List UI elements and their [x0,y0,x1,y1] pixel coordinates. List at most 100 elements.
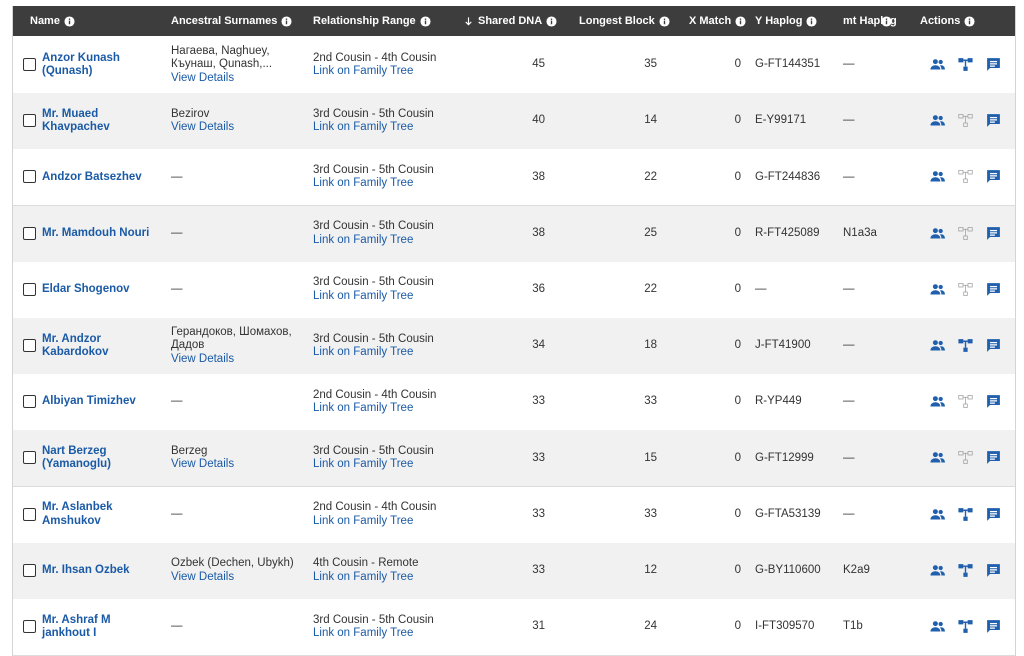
column-header[interactable]: Shared DNA [463,6,557,36]
match-row: Mr. Aslanbek Amshukov — 2nd Cousin - 4th C… [13,486,1015,544]
info-icon[interactable] [735,15,746,27]
row-checkbox[interactable] [23,58,36,71]
profile-action[interactable] [929,449,946,466]
info-icon[interactable] [281,15,292,27]
message-action[interactable] [985,281,1002,298]
row-checkbox[interactable] [23,563,36,577]
tree-action [958,451,973,465]
message-action[interactable] [985,168,1002,185]
message-action[interactable] [985,449,1002,466]
family-tree-link[interactable]: Link on Family Tree [313,570,414,583]
family-tree-link[interactable]: Link on Family Tree [313,233,414,246]
info-icon[interactable] [881,15,892,27]
message-action[interactable] [985,56,1002,73]
profile-action[interactable] [929,168,946,185]
row-checkbox[interactable] [23,282,36,296]
message-action[interactable] [985,393,1002,410]
match-name[interactable]: Mr. Ashraf M jankhout I [42,613,111,640]
match-name[interactable]: Mr. Ihsan Ozbek [42,564,130,577]
table-cell: G-FT144351 [755,37,835,93]
profile-action[interactable] [929,56,946,73]
shared-dna: 38 [532,226,545,239]
row-checkbox[interactable] [23,451,36,465]
action-icons [929,618,1002,635]
profile-action[interactable] [929,112,946,129]
match-name[interactable]: Nart Berzeg (Yamanoglu) [42,444,112,471]
tree-action[interactable] [957,337,974,354]
tree-action[interactable] [957,56,974,73]
info-icon[interactable] [420,15,431,27]
message-action[interactable] [985,506,1002,523]
row-checkbox[interactable] [23,339,36,352]
match-name[interactable]: Albiyan Timizhev [42,395,136,408]
family-tree-link[interactable]: Link on Family Tree [313,289,414,302]
mt-haplogroup: N1a3a [843,226,877,239]
family-tree-link[interactable]: Link on Family Tree [313,514,414,527]
tree-action[interactable] [957,506,974,523]
y-haplogroup: G-FT244836 [755,170,821,183]
view-details-link[interactable]: View Details [171,71,235,84]
info-icon[interactable] [806,15,818,27]
tree-action [958,395,973,409]
column-header: Y Haplog [755,6,818,36]
info-icon[interactable] [546,15,557,27]
action-icons [929,562,1002,579]
profile-action[interactable] [929,281,946,298]
profile-action[interactable] [929,337,946,354]
match-name[interactable]: Mr. Mamdouh Nouri [42,226,150,239]
match-name[interactable]: Eldar Shogenov [42,283,130,296]
mt-haplogroup: — [843,170,855,183]
profile-action[interactable] [929,562,946,579]
view-details-link[interactable]: View Details [171,352,235,365]
family-tree-link[interactable]: Link on Family Tree [313,346,414,358]
column-header: X Match [689,6,746,36]
row-checkbox[interactable] [23,170,36,184]
message-action[interactable] [985,225,1002,242]
family-tree-link[interactable]: Link on Family Tree [313,458,414,471]
match-name[interactable]: Mr. Andzor Kabardokov [42,332,109,359]
row-checkbox[interactable] [23,395,36,409]
info-icon[interactable] [964,15,975,27]
profile-action[interactable] [929,618,946,635]
view-details-link[interactable]: View Details [171,570,235,583]
profile-action[interactable] [929,393,946,410]
relationship-range: 3rd Cousin - 5th Cousin [313,444,434,457]
table-cell: G-FTA53139 [755,487,835,543]
tree-action[interactable] [957,562,974,579]
y-haplogroup: E-Y99171 [755,114,807,127]
y-haplogroup: G-FT144351 [755,58,821,71]
match-name[interactable]: Mr. Muaed Khavpachev [42,107,110,134]
table-cell: Mr. Muaed Khavpachev [42,93,152,149]
family-tree-link[interactable]: Link on Family Tree [313,65,414,77]
x-match: 0 [734,170,741,183]
match-name[interactable]: Andzor Batsezhev [42,170,142,183]
message-action[interactable] [985,337,1002,354]
mt-haplogroup: — [843,114,855,127]
column-header: Relationship Range [313,6,431,36]
view-details-link[interactable]: View Details [171,121,235,134]
relationship-range: 2nd Cousin - 4th Cousin [313,51,437,64]
table-cell: 3rd Cousin - 5th Cousin Link on Family Tr… [313,599,463,655]
profile-action[interactable] [929,506,946,523]
row-checkbox[interactable] [23,620,36,633]
view-details-link[interactable]: View Details [171,458,235,471]
family-tree-link[interactable]: Link on Family Tree [313,402,414,415]
row-checkbox[interactable] [23,226,36,240]
message-action[interactable] [985,618,1002,635]
table-cell: J-FT41900 [755,318,835,374]
family-tree-link[interactable]: Link on Family Tree [313,177,414,190]
info-icon[interactable] [659,15,670,27]
longest-block: 35 [644,58,657,71]
match-name[interactable]: Mr. Aslanbek Amshukov [42,501,113,527]
tree-action[interactable] [957,618,974,635]
family-tree-link[interactable]: Link on Family Tree [313,121,414,134]
tree-action [958,282,973,296]
message-action[interactable] [985,112,1002,129]
match-name[interactable]: Anzor Kunash (Qunash) [42,51,120,78]
row-checkbox[interactable] [23,507,36,521]
info-icon[interactable] [64,15,75,27]
profile-action[interactable] [929,225,946,242]
row-checkbox[interactable] [23,114,36,128]
message-action[interactable] [985,562,1002,579]
family-tree-link[interactable]: Link on Family Tree [313,627,414,639]
